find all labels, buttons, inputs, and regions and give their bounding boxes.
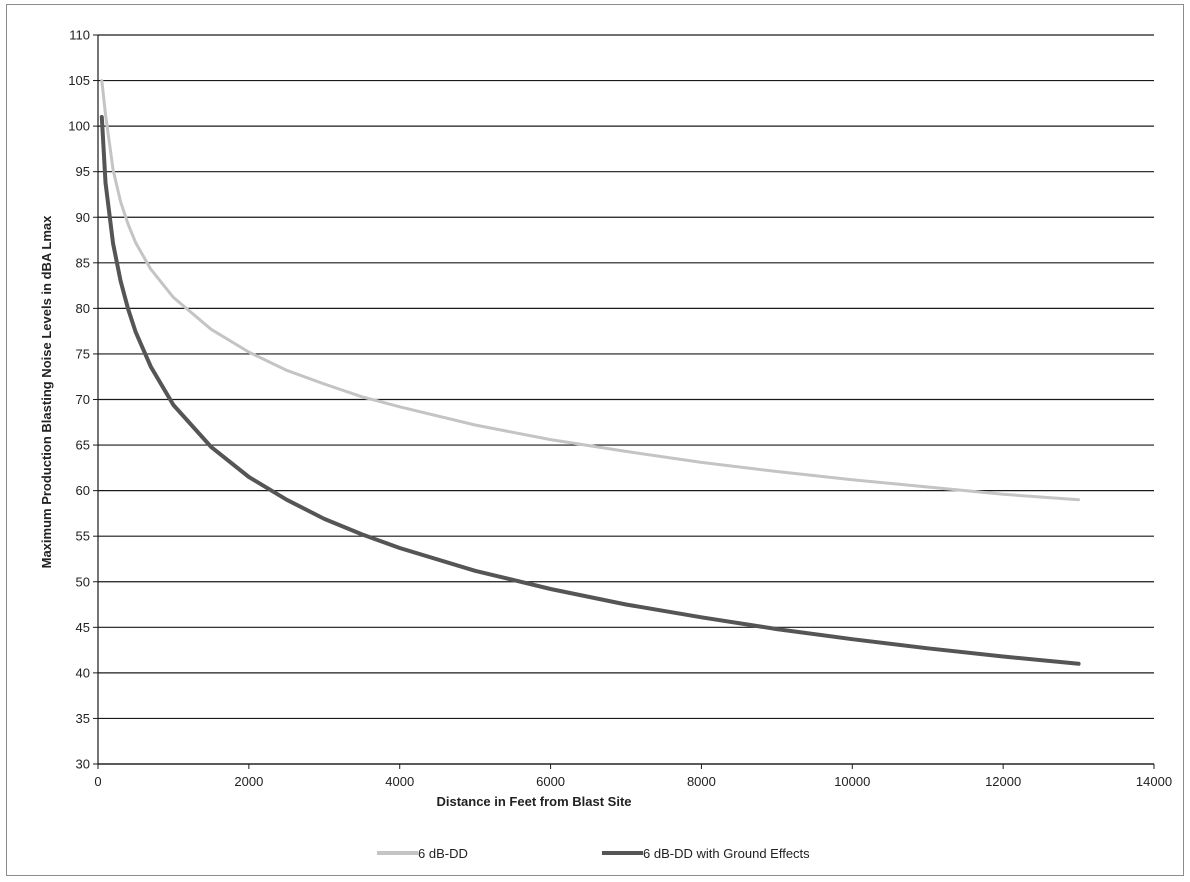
legend-label-6-db-dd: 6 dB-DD: [418, 846, 468, 861]
x-tick-label-8000: 8000: [687, 774, 716, 789]
y-tick-label-100: 100: [68, 119, 90, 134]
grid-lines: [98, 34, 1154, 765]
series-line-6-db-dd: [100, 79, 1081, 502]
y-tick-label-80: 80: [76, 301, 90, 316]
y-tick-label-75: 75: [76, 346, 90, 361]
line-chart: 30 35 40 45 50 55 60 65 70 75 80 85 90 95 100 105 110 0 20…: [39, 28, 1172, 862]
y-tick-label-90: 90: [76, 210, 90, 225]
x-tick-label-10000: 10000: [834, 774, 870, 789]
y-tick-label-55: 55: [76, 529, 90, 544]
legend: 6 dB-DD 6 dB-DD with Ground Effects: [377, 846, 810, 861]
x-axis-title: Distance in Feet from Blast Site: [436, 794, 631, 809]
x-tick-label-4000: 4000: [385, 774, 414, 789]
y-tick-label-45: 45: [76, 620, 90, 635]
y-axis-title: Maximum Production Blasting Noise Levels…: [39, 215, 54, 569]
series-lines: [99, 79, 1081, 666]
y-tick-label-95: 95: [76, 164, 90, 179]
y-tick-label-35: 35: [76, 711, 90, 726]
y-tick-label-50: 50: [76, 574, 90, 589]
y-tick-label-110: 110: [69, 28, 90, 43]
y-tick-label-105: 105: [68, 73, 90, 88]
legend-item-6-db-dd: 6 dB-DD: [377, 846, 468, 861]
y-tick-label-60: 60: [76, 483, 90, 498]
series-line-6-db-dd-ground-effects: [99, 115, 1081, 666]
legend-item-6-db-dd-ground-effects: 6 dB-DD with Ground Effects: [602, 846, 810, 861]
x-tick-label-6000: 6000: [536, 774, 565, 789]
y-tick-label-70: 70: [76, 392, 90, 407]
x-tick-label-12000: 12000: [985, 774, 1021, 789]
legend-label-6-db-dd-ground-effects: 6 dB-DD with Ground Effects: [643, 846, 810, 861]
tick-labels: 30 35 40 45 50 55 60 65 70 75 80 85 90 95 100 105 110 0 20…: [68, 28, 1172, 790]
chart-frame: 30 35 40 45 50 55 60 65 70 75 80 85 90 95 100 105 110 0 20…: [6, 4, 1184, 876]
axes: [93, 34, 1155, 769]
x-tick-label-2000: 2000: [234, 774, 263, 789]
y-tick-label-85: 85: [76, 255, 90, 270]
x-tick-label-0: 0: [94, 774, 101, 789]
y-tick-label-65: 65: [76, 438, 90, 453]
x-tick-label-14000: 14000: [1136, 774, 1172, 789]
y-tick-label-40: 40: [76, 665, 90, 680]
y-tick-label-30: 30: [76, 757, 90, 772]
